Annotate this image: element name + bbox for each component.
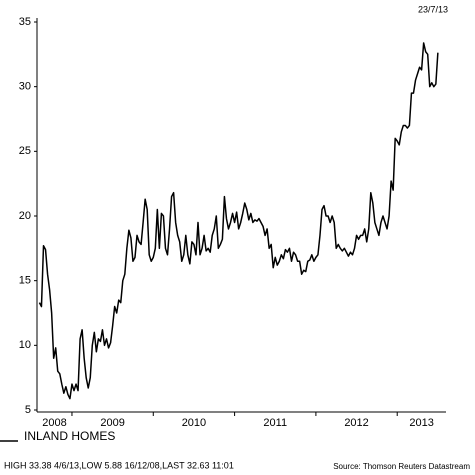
y-tick-label: 15 [19,275,31,287]
y-tick-label: 10 [19,339,31,351]
x-tick-label: 2009 [100,417,124,429]
x-tick-label: 2012 [344,417,368,429]
footer: HIGH 33.38 4/6/13,LOW 5.88 16/12/08,LAST… [4,460,234,470]
chart-date: 23/7/13 [418,4,448,14]
y-tick-label: 35 [19,16,31,28]
y-tick-label: 25 [19,145,31,157]
legend-label: INLAND HOMES [24,429,115,443]
price-line [38,42,439,400]
y-tick-label: 20 [19,210,31,222]
y-tick-label: 30 [19,81,31,93]
y-tick-label: 5 [25,404,31,416]
x-tick-label: 2011 [263,417,287,429]
x-tick-label: 2008 [42,417,66,429]
x-tick-label: 2013 [409,417,433,429]
source: Source: Thomson Reuters Datastream [333,462,470,471]
x-tick-label: 2010 [182,417,206,429]
